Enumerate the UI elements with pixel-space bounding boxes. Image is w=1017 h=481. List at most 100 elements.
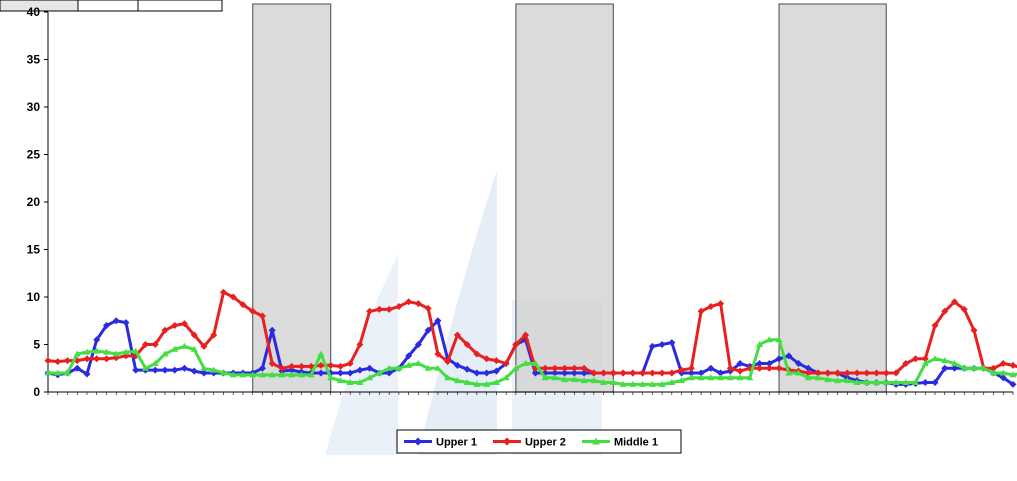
data-point [492, 367, 500, 375]
data-point [561, 364, 569, 372]
data-point [1009, 380, 1017, 388]
data-point [902, 379, 910, 385]
data-point [775, 364, 783, 372]
shaded-region-3 [778, 3, 887, 393]
data-point [112, 350, 120, 357]
data-point [1009, 361, 1017, 369]
data-point [531, 360, 539, 366]
data-point [258, 371, 266, 378]
data-point [775, 336, 783, 343]
data-point [629, 380, 637, 387]
data-point [541, 374, 549, 381]
data-point [999, 374, 1007, 382]
data-point [122, 319, 130, 327]
data-point [658, 341, 666, 348]
data-point [463, 341, 471, 348]
data-point [327, 361, 335, 369]
data-point [346, 369, 354, 377]
data-point [765, 360, 773, 367]
data-point [200, 342, 208, 350]
data-point [804, 374, 812, 381]
data-point [990, 369, 998, 376]
data-point [44, 357, 52, 365]
data-point [726, 374, 734, 381]
data-point [83, 370, 91, 378]
data-point [912, 355, 920, 363]
data-point [414, 360, 422, 366]
y-tick-label: 15 [27, 243, 41, 257]
data-point [609, 379, 617, 385]
data-point [551, 364, 559, 372]
data-point [765, 364, 773, 372]
data-point [395, 303, 403, 310]
data-point [190, 367, 198, 375]
data-point [863, 369, 871, 377]
data-point [522, 331, 530, 339]
data-point [931, 355, 939, 362]
data-point [356, 379, 364, 385]
data-point [853, 369, 861, 377]
y-tick-label: 0 [33, 385, 40, 399]
data-point [463, 365, 471, 373]
data-point [171, 366, 179, 374]
data-point [531, 369, 539, 377]
data-point [795, 369, 803, 376]
data-point [336, 369, 344, 377]
data-point [824, 369, 832, 377]
y-tick-label: 30 [27, 100, 41, 114]
data-point [200, 364, 208, 371]
data-point [102, 348, 110, 355]
data-point [239, 301, 247, 309]
y-tick-label: 40 [27, 5, 41, 19]
y-tick-label: 5 [33, 338, 40, 352]
data-point [385, 305, 393, 313]
data-point [453, 377, 461, 384]
data-point [873, 379, 881, 385]
data-point [570, 376, 578, 383]
data-point [648, 342, 656, 350]
data-point [219, 288, 227, 296]
data-point [288, 371, 296, 378]
data-point [931, 379, 939, 386]
data-point [366, 307, 374, 315]
data-point [63, 369, 71, 376]
data-point [687, 369, 695, 377]
data-point [756, 341, 764, 347]
data-point [180, 364, 188, 372]
data-point [229, 293, 237, 301]
data-point [190, 345, 198, 352]
data-point [122, 348, 130, 355]
data-point [405, 352, 413, 360]
data-point [93, 347, 101, 354]
data-point [921, 360, 929, 366]
data-point [288, 366, 296, 374]
legend-label: Upper 2 [525, 437, 566, 449]
data-point [297, 362, 305, 370]
data-point [93, 355, 101, 363]
data-point [697, 307, 705, 315]
data-point [346, 379, 354, 385]
data-point [424, 326, 432, 334]
data-point [93, 336, 101, 344]
data-point [366, 364, 374, 372]
data-point [385, 364, 393, 371]
data-point [375, 305, 383, 313]
series-3 [44, 336, 1017, 387]
data-point [151, 366, 159, 374]
data-point [171, 345, 179, 352]
data-point [83, 355, 91, 363]
data-point [824, 376, 832, 383]
data-point [483, 369, 491, 377]
data-point [180, 320, 188, 328]
data-point [444, 358, 452, 366]
data-point [853, 379, 861, 385]
data-point [609, 369, 617, 377]
data-point [882, 379, 890, 385]
data-point [473, 350, 481, 358]
data-point [414, 300, 422, 308]
data-point [970, 326, 978, 334]
data-point [912, 379, 920, 385]
data-point [210, 331, 218, 339]
data-point [512, 341, 520, 348]
data-point [297, 371, 305, 378]
